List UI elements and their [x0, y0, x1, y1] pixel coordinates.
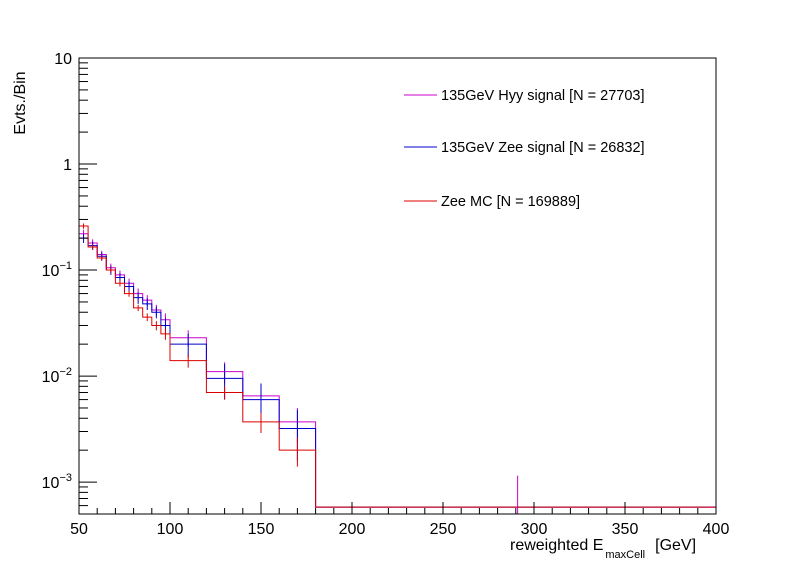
y-tick-base: 10 [42, 369, 60, 386]
x-tick-label: 200 [339, 521, 366, 538]
x-axis-title-subscript: maxCell [605, 549, 645, 561]
series-layer [78, 223, 717, 514]
y-tick-exponent: −2 [59, 366, 72, 378]
x-axis-title: reweighted EmaxCell [GeV] [510, 537, 696, 561]
y-tick-label: 10−2 [42, 366, 72, 386]
y-tick-label: 1 [63, 157, 72, 174]
x-tick-label: 400 [703, 521, 730, 538]
series-2 [78, 223, 717, 514]
legend-entry-label: 135GeV Hyy signal [N = 27703] [441, 88, 645, 104]
y-tick-label: 10−1 [42, 260, 72, 280]
legend: 135GeV Hyy signal [N = 27703] 135GeV Zee … [404, 88, 645, 210]
x-tick-label: 150 [248, 521, 275, 538]
y-tick-base: 10 [42, 263, 60, 280]
x-axis-title-unit: [GeV] [655, 537, 696, 554]
y-tick-base: 10 [42, 475, 60, 492]
y-tick-label: 10 [54, 51, 72, 68]
y-axis-title: Evts./Bin [12, 71, 29, 134]
y-tick-exponent: −3 [59, 472, 72, 484]
x-tick-label: 50 [70, 521, 88, 538]
x-tick-label: 250 [430, 521, 457, 538]
x-tick-label: 350 [612, 521, 639, 538]
y-tick-label: 10−3 [42, 472, 72, 492]
legend-entry-label: 135GeV Zee signal [N = 26832] [441, 140, 645, 156]
x-tick-label: 300 [521, 521, 548, 538]
legend-entry-label: Zee MC [N = 169889] [441, 194, 580, 210]
y-tick-exponent: −1 [59, 260, 72, 272]
x-tick-label: 100 [157, 521, 184, 538]
x-axis-title-main: reweighted E [510, 537, 603, 554]
